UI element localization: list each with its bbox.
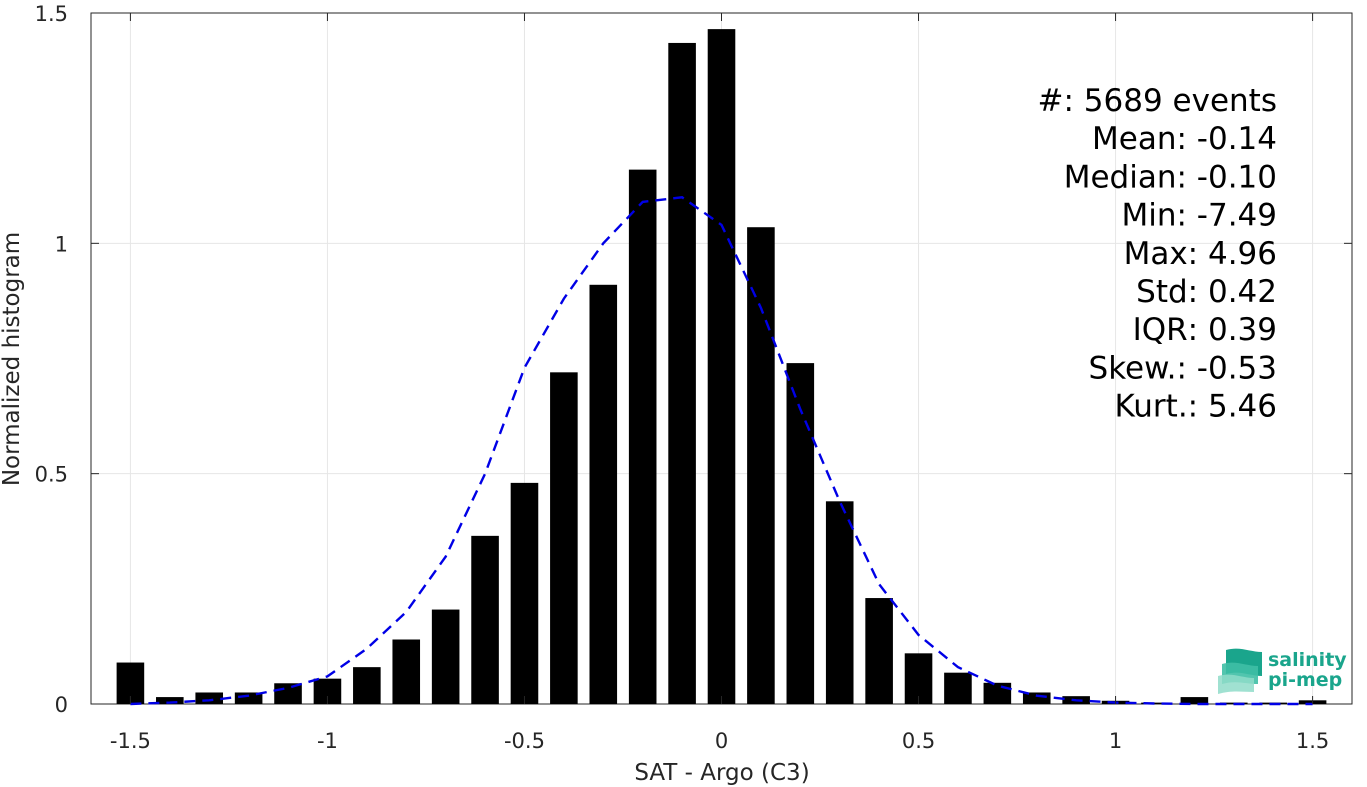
bar-13 (628, 169, 657, 705)
stat-value-3: : -7.49 (1176, 198, 1277, 234)
bar-9 (471, 535, 499, 704)
y-tick-label-2: 1 (55, 232, 68, 256)
salinity-pi-mep-logo: salinity pi-mep (1218, 648, 1347, 694)
bar-10 (510, 482, 539, 704)
bar-4 (274, 683, 302, 704)
bar-19 (865, 598, 893, 704)
stat-label-6: IQR (1133, 312, 1188, 348)
bar-27 (1180, 697, 1209, 704)
y-axis-label: Normalized histogram (0, 232, 25, 486)
bar-15 (707, 29, 736, 704)
x-axis-label: SAT - Argo (C3) (634, 760, 809, 786)
bar-11 (550, 372, 578, 704)
x-tick-label-0: -1.5 (110, 729, 151, 753)
y-tick-label-1: 0.5 (35, 463, 68, 487)
stat-value-0: : 5689 events (1064, 83, 1278, 119)
bar-22 (983, 682, 1012, 704)
stat-label-1: Mean (1092, 121, 1176, 157)
x-tick-label-1: -1 (317, 729, 338, 753)
y-tick-label-3: 1.5 (35, 2, 68, 26)
bar-23 (1022, 692, 1051, 704)
bar-7 (392, 639, 421, 704)
bars (116, 29, 1327, 705)
stat-value-8: : 5.46 (1188, 389, 1277, 425)
stat-value-2: : -0.10 (1176, 159, 1277, 195)
bar-21 (944, 672, 972, 704)
axis-ticks (91, 12, 1352, 705)
bar-1 (156, 697, 184, 704)
logo-text-pi-mep: pi-mep (1268, 669, 1342, 691)
bar-8 (431, 609, 460, 704)
stat-label-7: Skew. (1089, 350, 1177, 386)
stat-label-5: Std (1136, 274, 1188, 310)
bar-6 (353, 667, 381, 704)
bar-14 (668, 42, 696, 704)
stat-label-0: # (1038, 83, 1064, 119)
x-tick-label-6: 1.5 (1296, 729, 1329, 753)
bar-2 (195, 692, 224, 704)
stat-label-4: Max (1124, 236, 1188, 272)
stat-label-3: Min (1121, 198, 1176, 234)
logo-text-salinity: salinity (1268, 649, 1347, 671)
x-tick-label-2: -0.5 (504, 729, 545, 753)
x-tick-label-4: 0.5 (902, 729, 935, 753)
y-tick-label-0: 0 (55, 693, 68, 717)
bar-18 (825, 501, 854, 704)
stat-value-6: : 0.39 (1188, 312, 1277, 348)
y-tick-labels: 0 0.5 1 1.5 (35, 2, 68, 717)
stat-label-2: Median (1064, 159, 1177, 195)
bar-20 (904, 653, 933, 704)
stat-label-8: Kurt. (1114, 389, 1187, 425)
bar-12 (589, 284, 618, 704)
bar-26 (1141, 702, 1169, 704)
x-tick-labels: -1.5 -1 -0.5 0 0.5 1 1.5 (110, 729, 1329, 753)
stat-value-1: : -0.14 (1176, 121, 1277, 157)
bar-17 (786, 363, 815, 704)
stat-value-4: : 4.96 (1188, 236, 1277, 272)
bar-3 (234, 692, 263, 704)
stat-value-7: : -0.53 (1176, 350, 1277, 386)
x-tick-label-5: 1 (1109, 729, 1122, 753)
stat-value-5: : 0.42 (1188, 274, 1277, 310)
x-tick-label-3: 0 (715, 729, 728, 753)
wave-stack-icon (1218, 648, 1262, 694)
bar-16 (747, 227, 775, 704)
